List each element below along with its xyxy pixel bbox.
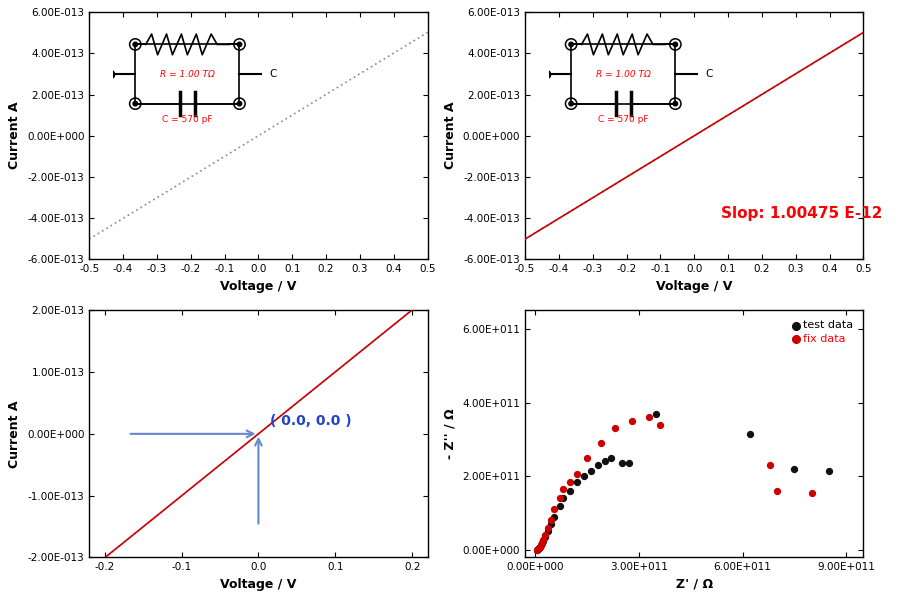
fix data	[570, 470, 584, 479]
fix data	[535, 539, 549, 548]
test data	[534, 541, 548, 550]
test data	[535, 539, 549, 548]
fix data	[652, 420, 667, 429]
test data	[604, 453, 618, 462]
Text: Slop: 1.00475 E-12: Slop: 1.00475 E-12	[721, 207, 883, 222]
fix data	[534, 541, 548, 550]
Text: ( 0.0, 0.0 ): ( 0.0, 0.0 )	[270, 414, 352, 428]
test data	[556, 494, 571, 503]
test data	[547, 512, 562, 522]
Y-axis label: - Z'' / Ω: - Z'' / Ω	[444, 409, 457, 459]
test data	[622, 458, 636, 468]
X-axis label: Voltage / V: Voltage / V	[656, 280, 733, 292]
Legend: test data, fix data: test data, fix data	[789, 316, 858, 348]
test data	[532, 543, 546, 553]
X-axis label: Voltage / V: Voltage / V	[220, 577, 297, 591]
test data	[570, 477, 584, 486]
Y-axis label: Current A: Current A	[8, 400, 22, 468]
test data	[562, 486, 577, 496]
fix data	[544, 516, 558, 525]
test data	[598, 456, 612, 466]
fix data	[562, 477, 577, 486]
test data	[538, 532, 553, 541]
fix data	[547, 504, 562, 514]
test data	[531, 544, 545, 553]
test data	[533, 542, 547, 552]
fix data	[643, 413, 657, 422]
fix data	[531, 544, 545, 553]
fix data	[580, 453, 594, 462]
fix data	[770, 486, 784, 496]
fix data	[556, 485, 571, 494]
test data	[544, 519, 558, 529]
fix data	[553, 494, 567, 503]
fix data	[625, 416, 639, 426]
test data	[536, 536, 550, 546]
test data	[615, 458, 629, 468]
Y-axis label: Current A: Current A	[8, 102, 22, 170]
fix data	[532, 543, 546, 553]
test data	[530, 544, 544, 554]
test data	[822, 466, 836, 476]
test data	[540, 527, 554, 536]
test data	[788, 464, 802, 474]
test data	[583, 466, 598, 476]
X-axis label: Z' / Ω: Z' / Ω	[676, 577, 713, 591]
test data	[553, 501, 567, 510]
fix data	[805, 488, 819, 498]
X-axis label: Voltage / V: Voltage / V	[220, 280, 297, 292]
fix data	[533, 542, 547, 552]
fix data	[536, 535, 550, 544]
Y-axis label: Current A: Current A	[445, 102, 457, 170]
test data	[577, 471, 591, 481]
fix data	[763, 461, 778, 470]
fix data	[608, 423, 622, 433]
test data	[742, 429, 757, 438]
fix data	[530, 544, 544, 554]
test data	[649, 409, 663, 418]
test data	[590, 461, 605, 470]
fix data	[594, 438, 608, 448]
fix data	[540, 523, 554, 533]
fix data	[538, 530, 553, 540]
